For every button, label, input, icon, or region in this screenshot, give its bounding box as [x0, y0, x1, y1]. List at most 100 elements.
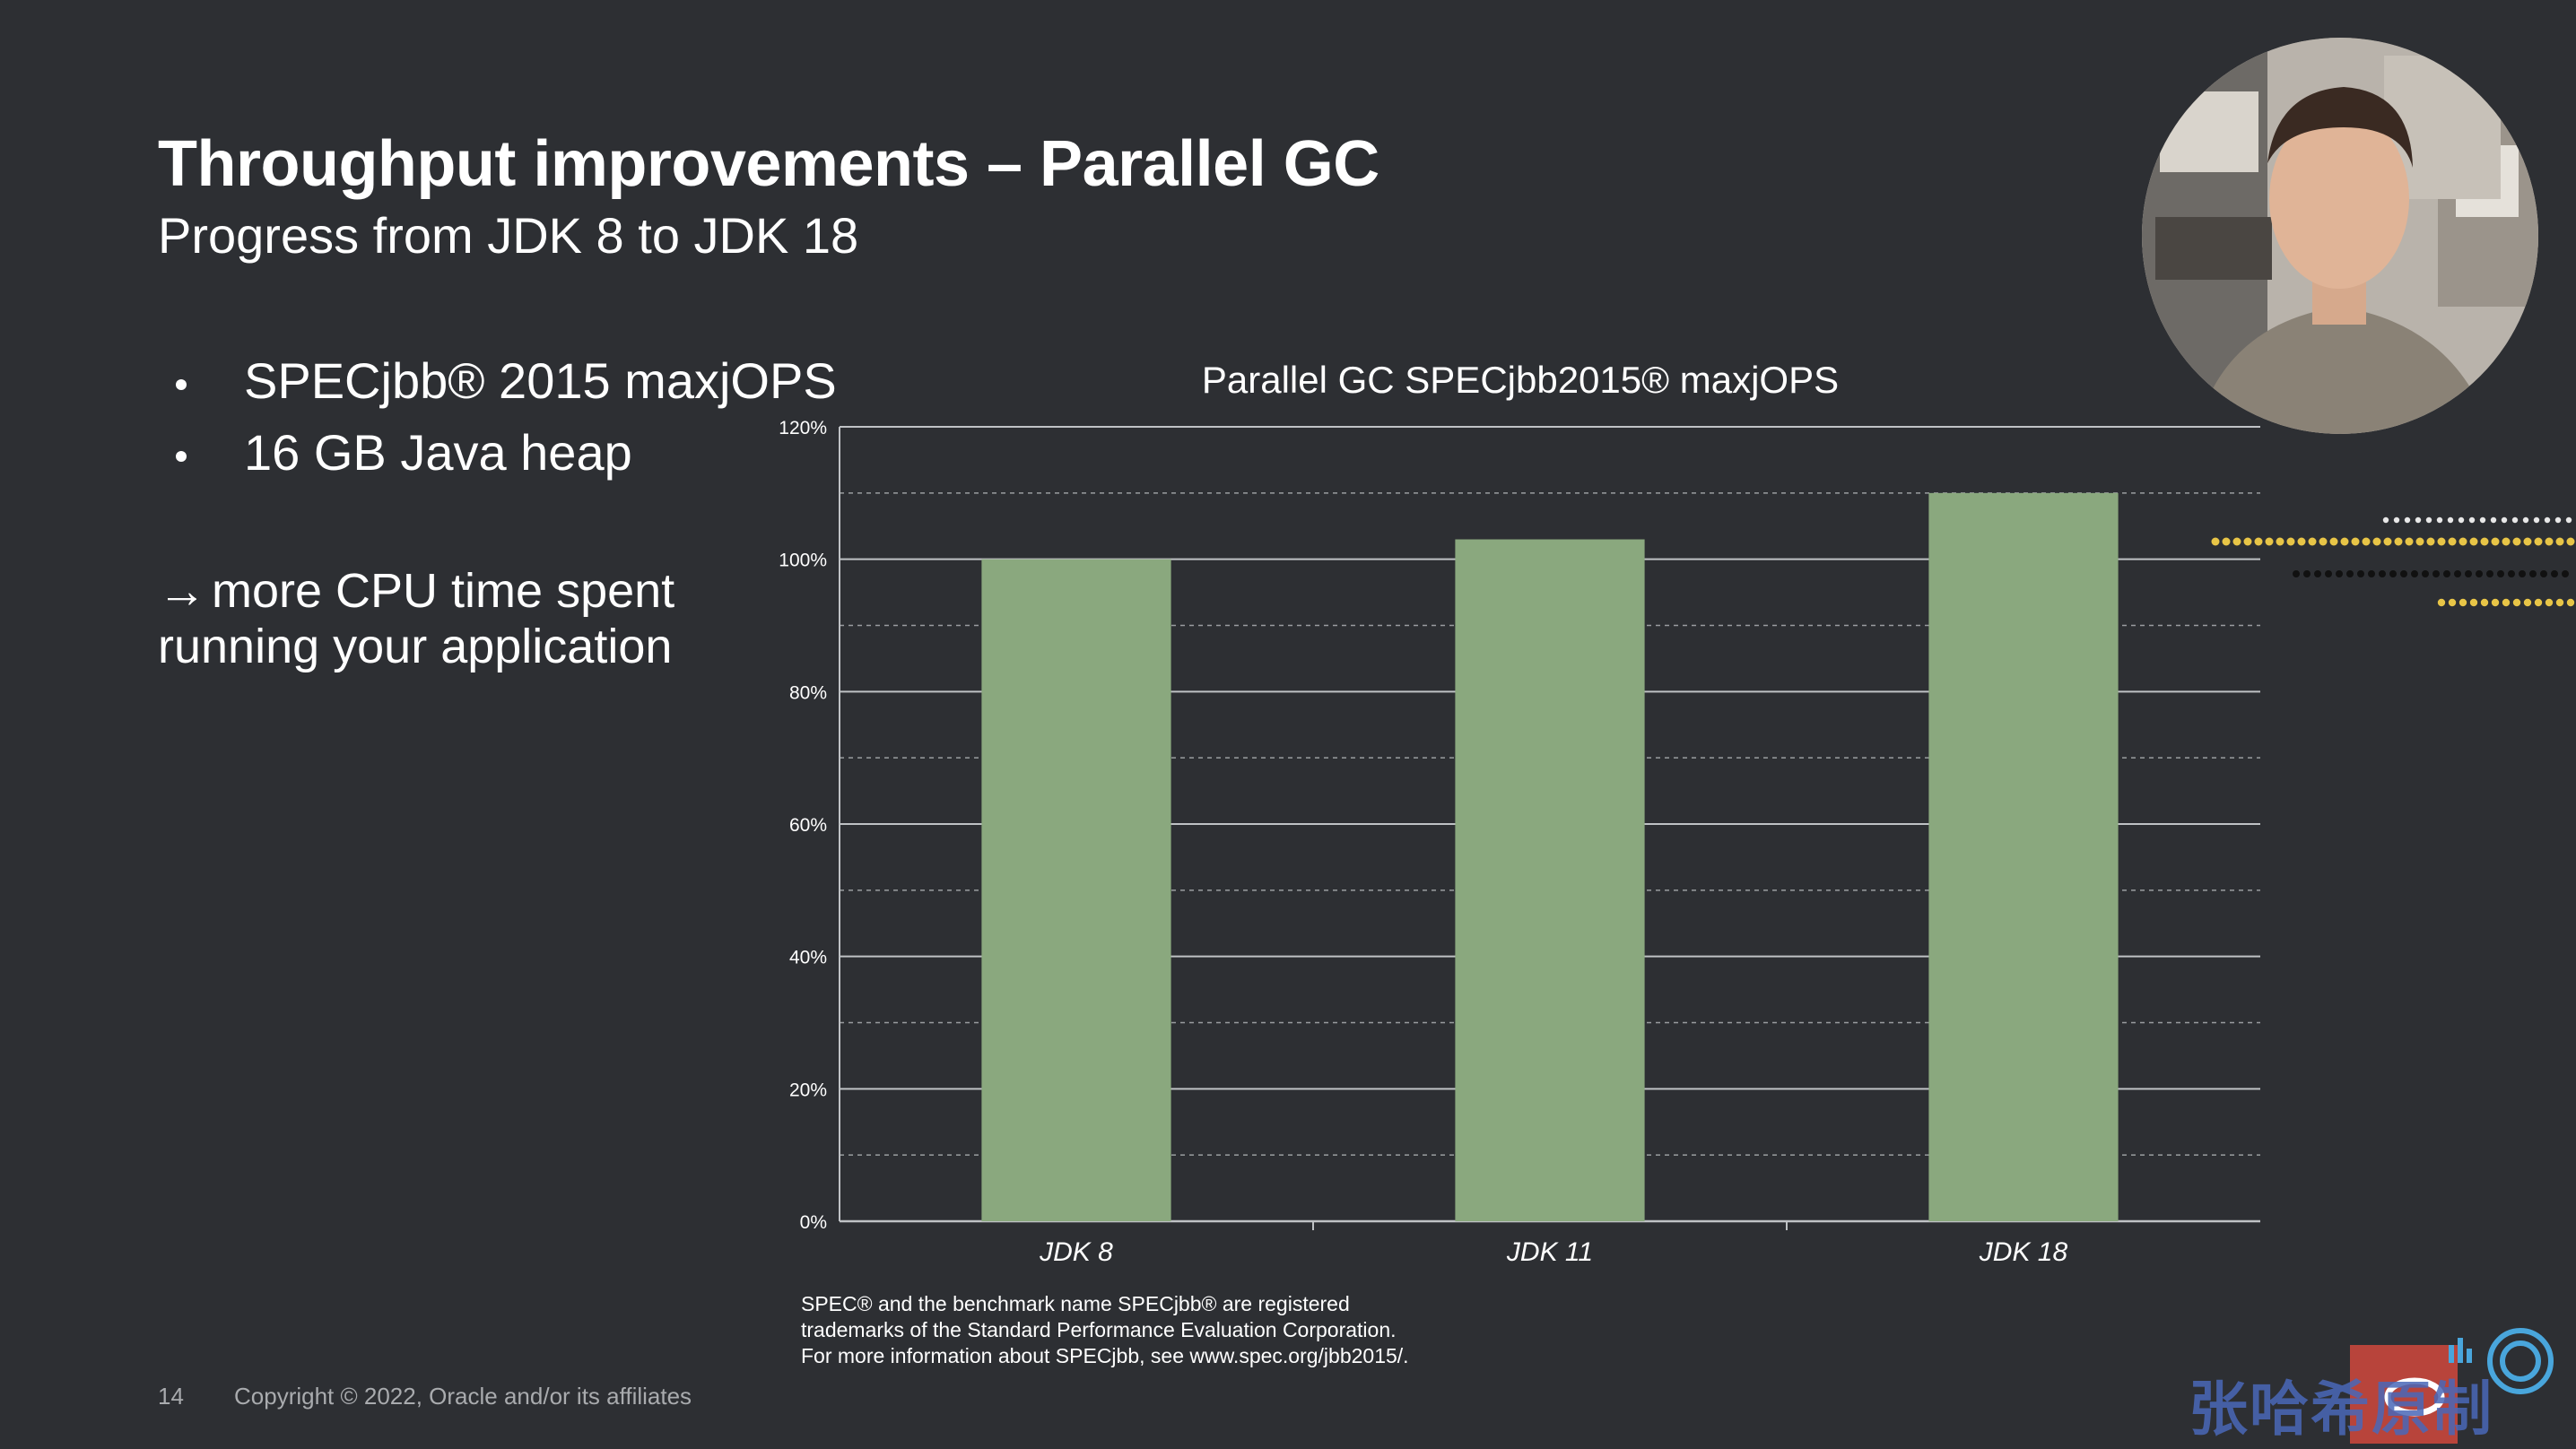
y-tick-label: 0% — [800, 1212, 827, 1233]
bullet-list: SPECjbb® 2015 maxjOPS 16 GB Java heap — [176, 344, 837, 488]
y-tick-label: 80% — [789, 682, 827, 703]
decorative-dot — [2404, 516, 2411, 524]
footnote-line-1: SPEC® and the benchmark name SPECjbb® ar… — [801, 1292, 1350, 1315]
decorative-dot — [2491, 537, 2500, 546]
decorative-dot — [2415, 516, 2422, 524]
decorative-dot — [2555, 537, 2564, 546]
decorative-dot — [2459, 598, 2467, 607]
x-tick-label: JDK 8 — [1039, 1237, 1113, 1267]
decorative-dot — [2512, 537, 2521, 546]
decorative-dot — [2508, 570, 2515, 577]
decorative-dot — [2351, 537, 2360, 546]
decorative-dot — [2479, 516, 2486, 524]
y-tick-label: 100% — [779, 551, 827, 571]
decorative-dot — [2394, 537, 2403, 546]
x-tick-label: JDK 18 — [1979, 1237, 2068, 1267]
decorative-dot — [2491, 598, 2500, 607]
speaker-webcam — [2142, 38, 2538, 434]
decorative-dot — [2415, 537, 2424, 546]
decorative-dot — [2459, 537, 2467, 546]
bullet-dot-icon — [176, 451, 187, 462]
decorative-dot — [2382, 516, 2389, 524]
bullet-item: SPECjbb® 2015 maxjOPS — [176, 344, 837, 416]
chart-title: Parallel GC SPECjbb2015® maxjOPS — [1201, 359, 1840, 401]
decorative-dot — [2566, 537, 2575, 546]
decorative-dot — [2511, 516, 2519, 524]
decorative-dot — [2562, 570, 2569, 577]
decorative-dot — [2533, 516, 2540, 524]
copyright-notice: Copyright © 2022, Oracle and/or its affi… — [234, 1383, 692, 1410]
bar — [981, 559, 1171, 1221]
decorative-dot — [2389, 570, 2397, 577]
decorative-dot — [2393, 516, 2400, 524]
bullet-text: SPECjbb® 2015 maxjOPS — [244, 351, 837, 409]
decorative-dot — [2458, 516, 2465, 524]
trademark-footnote: SPEC® and the benchmark name SPECjbb® ar… — [801, 1291, 1608, 1369]
decorative-dot — [2297, 537, 2306, 546]
decorative-dot — [2303, 570, 2311, 577]
decorative-dot — [2540, 570, 2547, 577]
decorative-dot — [2254, 537, 2263, 546]
takeaway-note: → more CPU time spent running your applic… — [158, 563, 786, 674]
decorative-dot — [2490, 516, 2497, 524]
decorative-dot — [2480, 537, 2489, 546]
decorative-dot — [2325, 570, 2332, 577]
decorative-dot — [2379, 570, 2386, 577]
decorative-dot — [2405, 537, 2414, 546]
decorative-dot — [2437, 537, 2446, 546]
decorative-dot — [2426, 537, 2435, 546]
decorative-dot — [2519, 570, 2526, 577]
decorative-dot — [2222, 537, 2231, 546]
decorative-dot — [2447, 516, 2454, 524]
decorative-dot — [2276, 537, 2284, 546]
bar — [1928, 492, 2119, 1221]
decorative-dot — [2432, 570, 2440, 577]
decorative-dot — [2232, 537, 2241, 546]
decorative-dot-pattern — [2211, 516, 2575, 607]
decorative-dot — [2372, 537, 2381, 546]
decorative-dot — [2523, 598, 2532, 607]
decorative-dot — [2555, 598, 2564, 607]
decorative-dot — [2512, 598, 2521, 607]
decorative-dot — [2346, 570, 2354, 577]
decorative-dot — [2501, 516, 2508, 524]
bullet-dot-icon — [176, 379, 187, 390]
decorative-dot — [2286, 537, 2295, 546]
footnote-line-2: trademarks of the Standard Performance E… — [801, 1318, 1397, 1341]
decorative-dot — [2523, 537, 2532, 546]
decorative-dot — [2448, 598, 2457, 607]
decorative-dot — [2436, 516, 2443, 524]
decorative-dot — [2383, 537, 2392, 546]
decorative-dot — [2476, 570, 2483, 577]
decorative-dot — [2469, 598, 2478, 607]
watermark-text: 张哈希原制 — [2189, 1375, 2493, 1442]
decorative-dot — [2400, 570, 2407, 577]
decorative-dot — [2340, 537, 2349, 546]
decorative-dot — [2454, 570, 2461, 577]
takeaway-line-2: running your application — [158, 620, 673, 673]
decorative-dot — [2502, 598, 2511, 607]
decorative-dot — [2368, 570, 2375, 577]
decorative-dot — [2554, 516, 2562, 524]
decorative-dot — [2565, 516, 2572, 524]
bar-chart: 0% 20% 40% 60% 80% 100% 120% JDK 8 JDK 11 JDK 18 — [779, 418, 2260, 1267]
decorative-dot — [2448, 537, 2457, 546]
decorative-dot — [2308, 537, 2317, 546]
y-tick-label: 60% — [789, 815, 827, 836]
decorative-dot — [2497, 570, 2504, 577]
decorative-dot — [2362, 537, 2371, 546]
footnote-line-3: For more information about SPECjbb, see … — [801, 1344, 1409, 1367]
decorative-dot — [2468, 516, 2476, 524]
decorative-dot — [2480, 598, 2489, 607]
decorative-dot — [2551, 570, 2558, 577]
bar — [1455, 539, 1645, 1221]
decorative-dot — [2529, 570, 2537, 577]
bullet-item: 16 GB Java heap — [176, 416, 837, 488]
decorative-dot — [2357, 570, 2364, 577]
y-tick-label: 120% — [779, 418, 827, 438]
right-arrow-icon: → — [158, 564, 206, 618]
y-tick-label: 20% — [789, 1080, 827, 1100]
slide-title: Throughput improvements – Parallel GC — [158, 128, 1379, 200]
decorative-dot — [2522, 516, 2529, 524]
decorative-dot — [2544, 516, 2551, 524]
